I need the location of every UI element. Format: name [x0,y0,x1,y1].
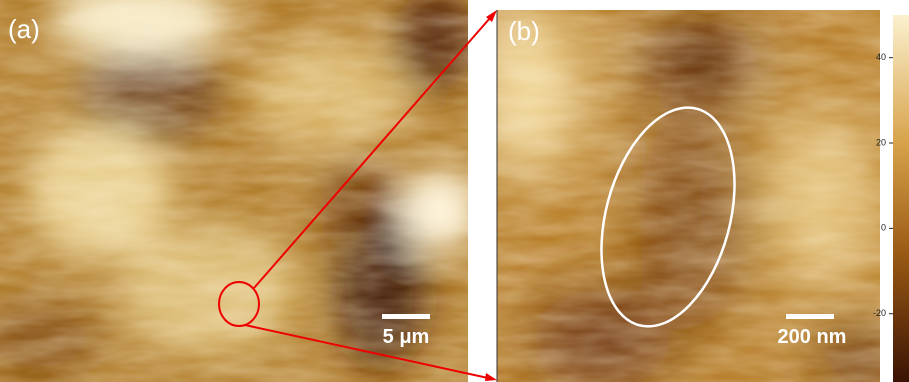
scale-bar [382,314,430,319]
panel-a-image [0,0,480,382]
scale-bar-label: 200 nm [778,326,847,348]
colorbar [893,15,909,382]
colorbar-tick-label: 40 [876,52,886,62]
panel-label: (b) [508,16,540,46]
arrow-head [485,373,497,381]
figure: (a) (b) 5 μm 200 nm 40 20 0 -20 [0,0,909,382]
colorbar-tick-label: 20 [876,137,886,147]
scale-bar [786,314,834,319]
colorbar-tick-label: -20 [873,308,886,318]
colorbar-tick-label: 0 [881,223,886,233]
scale-bar-label: 5 μm [383,326,430,348]
panel-label: (a) [8,14,40,44]
panel-b-image [480,0,900,382]
